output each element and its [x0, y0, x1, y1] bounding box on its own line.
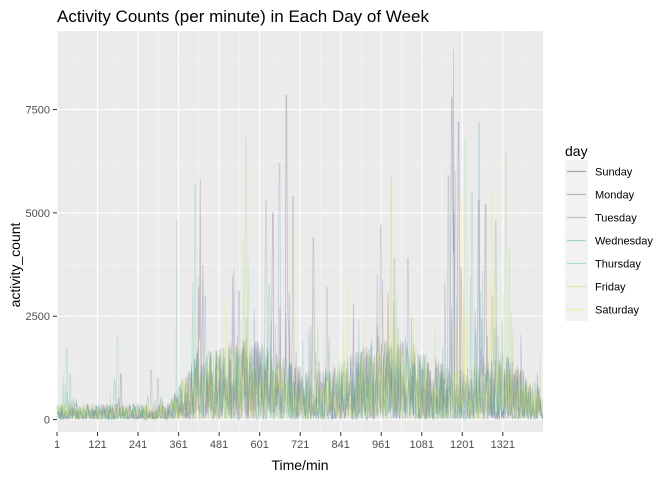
grid-major	[56, 31, 543, 432]
legend-key-saturday	[565, 298, 588, 321]
legend-label-thursday: Thursday	[595, 259, 641, 271]
x-tick-label: 1081	[410, 439, 434, 451]
x-tick-label: 601	[250, 439, 268, 451]
plot-series	[56, 49, 544, 422]
legend-key-thursday	[565, 252, 588, 275]
x-tick-label: 841	[332, 439, 350, 451]
series-line-wednesday	[56, 121, 544, 421]
legend-label-friday: Friday	[595, 282, 626, 294]
x-tick-label: 121	[88, 439, 106, 451]
series-line-tuesday	[56, 162, 544, 422]
y-axis-title: activity_count	[7, 222, 23, 307]
x-tick-label: 361	[169, 439, 187, 451]
legend-title: day	[565, 143, 588, 159]
x-tick-label: 1201	[450, 439, 474, 451]
series-line-friday	[56, 134, 544, 422]
x-tick-label: 1321	[491, 439, 515, 451]
series-line-sunday	[56, 94, 544, 422]
legend-key-sunday	[565, 160, 588, 183]
legend-label-saturday: Saturday	[595, 305, 640, 317]
y-tick-label: 5000	[26, 208, 50, 220]
x-tick-label: 1	[54, 439, 60, 451]
legend: day Sunday Monday Tuesday Wednesday Thursday…	[565, 143, 653, 321]
x-tick-label: 961	[372, 439, 390, 451]
legend-key-friday	[565, 275, 588, 298]
legend-key-wednesday	[565, 229, 588, 252]
chart-title: Activity Counts (per minute) in Each Day…	[57, 7, 429, 26]
legend-label-tuesday: Tuesday	[595, 213, 637, 225]
series-line-saturday	[56, 187, 544, 421]
y-axis: 0 2500 5000 7500	[26, 105, 57, 427]
x-tick-label: 241	[129, 439, 147, 451]
y-tick-label: 2500	[26, 311, 50, 323]
x-tick-label: 721	[291, 439, 309, 451]
legend-key-monday	[565, 183, 588, 206]
y-tick-label: 0	[44, 415, 50, 427]
y-tick-label: 7500	[26, 105, 50, 117]
x-tick-label: 481	[210, 439, 228, 451]
x-axis: 1 121 241 361 481 601 721 841 961 1081 1201 1321	[54, 432, 515, 451]
legend-label-sunday: Sunday	[595, 167, 633, 179]
series-line-thursday	[56, 171, 544, 421]
x-axis-title: Time/min	[271, 457, 328, 473]
legend-label-wednesday: Wednesday	[595, 236, 653, 248]
series-line-monday	[56, 49, 544, 421]
legend-key-tuesday	[565, 206, 588, 229]
legend-label-monday: Monday	[595, 190, 635, 202]
